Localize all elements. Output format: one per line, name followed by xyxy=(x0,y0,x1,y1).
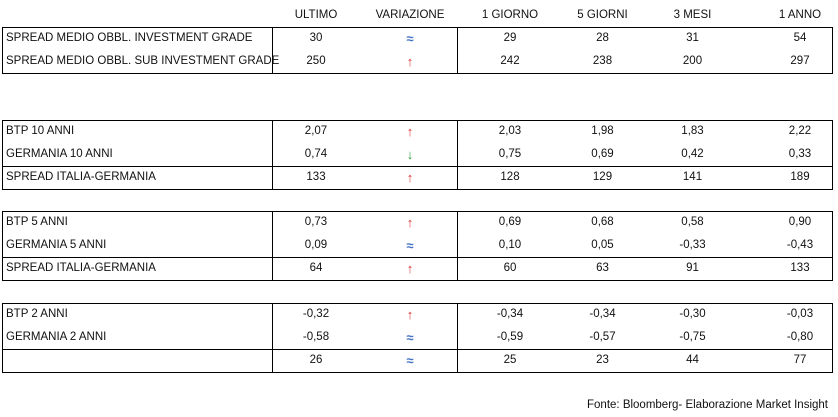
value-cell: -0,58 xyxy=(302,331,330,343)
value-cell: -0,43 xyxy=(786,239,814,251)
row-label: GERMANIA 2 ANNI xyxy=(6,331,107,343)
value-cell: 54 xyxy=(793,32,807,44)
row-divider xyxy=(2,257,833,258)
column-divider xyxy=(457,303,458,372)
row-divider xyxy=(2,166,833,167)
value-cell: 2,07 xyxy=(304,125,328,137)
value-cell: 31 xyxy=(686,32,699,44)
value-cell: 25 xyxy=(503,354,517,366)
row-label: SPREAD ITALIA-GERMANIA xyxy=(6,171,156,183)
column-divider xyxy=(272,211,273,280)
value-cell: 133 xyxy=(790,262,810,274)
value-cell: 129 xyxy=(592,171,613,183)
change-indicator: ↑ xyxy=(406,54,414,69)
value-cell: 0,90 xyxy=(788,216,812,228)
value-cell: 0,58 xyxy=(681,216,704,228)
value-cell: -0,32 xyxy=(302,308,330,320)
column-header: VARIAZIONE xyxy=(375,9,445,21)
value-cell: 1,98 xyxy=(591,125,614,137)
column-divider xyxy=(272,27,273,73)
row-label: BTP 2 ANNI xyxy=(6,308,68,320)
value-cell: 0,73 xyxy=(304,216,328,228)
value-cell: -0,34 xyxy=(589,308,616,320)
row-label: BTP 10 ANNI xyxy=(6,125,75,137)
change-indicator: ≈ xyxy=(406,330,414,345)
value-cell: 63 xyxy=(596,262,609,274)
change-indicator: ↓ xyxy=(406,147,414,162)
value-cell: 0,69 xyxy=(591,148,614,160)
value-cell: 0,69 xyxy=(498,216,522,228)
source-note: Fonte: Bloomberg- Elaborazione Market In… xyxy=(587,399,828,411)
value-cell: 2,03 xyxy=(498,125,522,137)
value-cell: 238 xyxy=(592,55,613,67)
value-cell: 0,68 xyxy=(591,216,614,228)
column-header: ULTIMO xyxy=(294,9,338,21)
value-cell: 0,74 xyxy=(304,148,328,160)
column-divider xyxy=(457,211,458,280)
value-cell: 141 xyxy=(682,171,703,183)
value-cell: -0,80 xyxy=(786,331,814,343)
row-label: GERMANIA 5 ANNI xyxy=(6,239,107,251)
column-header: 1 GIORNO xyxy=(481,9,539,21)
value-cell: 60 xyxy=(503,262,517,274)
value-cell: 0,75 xyxy=(498,148,522,160)
block-border xyxy=(2,27,833,74)
value-cell: 200 xyxy=(682,55,703,67)
change-indicator: ↑ xyxy=(406,124,414,139)
value-cell: 250 xyxy=(306,55,326,67)
block-border xyxy=(2,303,833,373)
change-indicator: ↑ xyxy=(406,170,414,185)
value-cell: 1,83 xyxy=(681,125,704,137)
value-cell: 77 xyxy=(793,354,807,366)
value-cell: 29 xyxy=(503,32,517,44)
value-cell: -0,30 xyxy=(679,308,706,320)
column-header: 1 ANNO xyxy=(778,9,822,21)
row-divider xyxy=(2,349,833,350)
value-cell: 133 xyxy=(306,171,326,183)
value-cell: 26 xyxy=(309,354,323,366)
row-label: SPREAD MEDIO OBBL. INVESTMENT GRADE xyxy=(6,32,253,44)
block-border xyxy=(2,120,833,190)
value-cell: 0,10 xyxy=(498,239,522,251)
value-cell: 64 xyxy=(309,262,323,274)
value-cell: 0,09 xyxy=(304,239,328,251)
value-cell: -0,75 xyxy=(679,331,706,343)
change-indicator: ↑ xyxy=(406,307,414,322)
value-cell: -0,34 xyxy=(496,308,524,320)
column-divider xyxy=(457,27,458,73)
row-label: SPREAD MEDIO OBBL. SUB INVESTMENT GRADE xyxy=(6,55,280,67)
value-cell: 242 xyxy=(500,55,520,67)
value-cell: 189 xyxy=(790,171,810,183)
value-cell: 91 xyxy=(686,262,699,274)
column-divider xyxy=(272,120,273,189)
value-cell: 297 xyxy=(790,55,810,67)
value-cell: 0,42 xyxy=(681,148,704,160)
row-label: BTP 5 ANNI xyxy=(6,216,68,228)
value-cell: 23 xyxy=(596,354,609,366)
row-label: GERMANIA 10 ANNI xyxy=(6,148,113,160)
value-cell: 0,33 xyxy=(788,148,812,160)
value-cell: 28 xyxy=(596,32,609,44)
value-cell: 2,22 xyxy=(788,125,812,137)
value-cell: -0,33 xyxy=(679,239,706,251)
column-header: 5 GIORNI xyxy=(577,9,628,21)
value-cell: 128 xyxy=(500,171,520,183)
change-indicator: ↑ xyxy=(406,261,414,276)
value-cell: -0,57 xyxy=(589,331,616,343)
change-indicator: ≈ xyxy=(406,238,414,253)
value-cell: 0,05 xyxy=(591,239,614,251)
value-cell: -0,59 xyxy=(496,331,524,343)
change-indicator: ≈ xyxy=(406,353,414,368)
column-divider xyxy=(457,120,458,189)
value-cell: 30 xyxy=(309,32,323,44)
change-indicator: ↑ xyxy=(406,215,414,230)
row-label: SPREAD ITALIA-GERMANIA xyxy=(6,262,156,274)
value-cell: 44 xyxy=(686,354,699,366)
column-divider xyxy=(272,303,273,372)
change-indicator: ≈ xyxy=(406,31,414,46)
column-header: 3 MESI xyxy=(673,9,712,21)
block-border xyxy=(2,211,833,281)
value-cell: -0,03 xyxy=(786,308,814,320)
